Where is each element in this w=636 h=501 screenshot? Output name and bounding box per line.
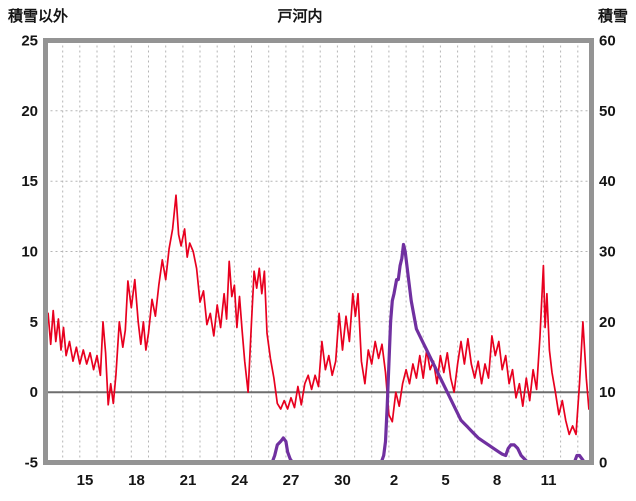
- x-axis-tick-label: 2: [390, 472, 398, 489]
- series-layer: [45, 194, 592, 463]
- x-axis-tick-label: 11: [541, 472, 557, 489]
- chart-title: 戸河内: [277, 7, 322, 25]
- right-axis-tick-label: 30: [599, 244, 616, 261]
- right-axis-tick-label: 40: [599, 173, 616, 190]
- left-axis-title: 積雪以外: [7, 7, 68, 25]
- x-axis-tick-label: 30: [334, 472, 351, 489]
- left-axis-tick-label: 15: [21, 173, 38, 190]
- right-axis-tick-label: 0: [599, 455, 607, 472]
- x-axis-tick-label: 21: [180, 472, 197, 489]
- plot-frame: [43, 38, 594, 465]
- x-axis-tick-label: 24: [231, 472, 248, 489]
- left-axis-tick-label: 25: [21, 33, 38, 50]
- right-axis-tick-label: 20: [599, 314, 616, 331]
- left-axis-tick-label: 10: [21, 244, 38, 261]
- left-axis-tick-label: 5: [30, 314, 38, 331]
- grid-layer: [45, 40, 592, 463]
- left-axis-tick-label: 20: [21, 103, 38, 120]
- left-axis-tick-label: 0: [30, 384, 38, 401]
- right-axis-tick-label: 60: [599, 33, 616, 50]
- series-line-1: [45, 242, 592, 463]
- right-axis-tick-label: 50: [599, 103, 616, 120]
- x-axis-tick-label: 27: [283, 472, 300, 489]
- right-axis-title: 積雪: [597, 7, 628, 25]
- x-axis-tick-label: 8: [493, 472, 501, 489]
- x-axis-tick-label: 5: [441, 472, 449, 489]
- series-line-0: [45, 194, 592, 436]
- x-axis-tick-label: 15: [77, 472, 94, 489]
- frame-layer: [43, 38, 594, 465]
- right-axis-tick-label: 10: [599, 384, 616, 401]
- left-axis-tick-label: -5: [25, 455, 38, 472]
- x-axis-tick-label: 18: [128, 472, 145, 489]
